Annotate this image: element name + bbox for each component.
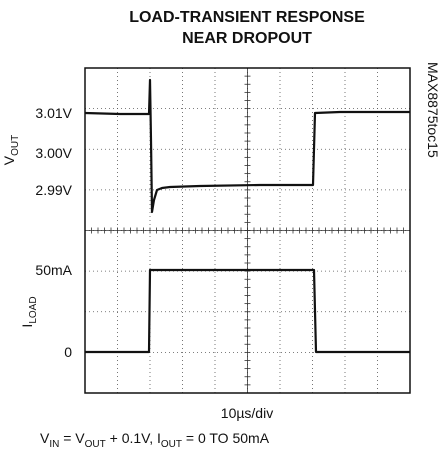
vout-trace (84, 78, 410, 214)
iload-level: 0 (64, 344, 72, 360)
iload-level: 50mA (35, 262, 72, 278)
vout-level: 2.99V (35, 182, 72, 198)
text-part: OUT (10, 135, 21, 156)
text-part: V (40, 430, 50, 446)
vout-level: 3.01V (35, 105, 72, 121)
text-part: + 0.1V, I (106, 430, 161, 446)
text-part: LOAD (28, 296, 39, 323)
caption: VIN = VOUT + 0.1V, IOUT = 0 TO 50mA (40, 430, 270, 450)
text-part: = 0 TO 50mA (182, 430, 270, 446)
title-line: NEAR DROPOUT (182, 30, 312, 47)
graticule (85, 68, 410, 393)
iload-trace (85, 268, 410, 354)
text-part: OUT (161, 439, 182, 450)
screen-frame (84, 67, 411, 394)
vout-level: 3.00V (35, 145, 72, 161)
timebase: 10µs/div (221, 405, 273, 421)
text-part: OUT (85, 439, 106, 450)
text-part: I (19, 324, 35, 328)
side-label: MAX8875toc15 (425, 62, 438, 158)
text-part: = V (59, 430, 85, 446)
channel-name: VOUT (1, 135, 21, 165)
text-part: IN (49, 439, 59, 450)
channel-name: ILOAD (19, 296, 39, 327)
title-line: LOAD-TRANSIENT RESPONSE (129, 9, 365, 26)
text-part: V (1, 155, 17, 165)
